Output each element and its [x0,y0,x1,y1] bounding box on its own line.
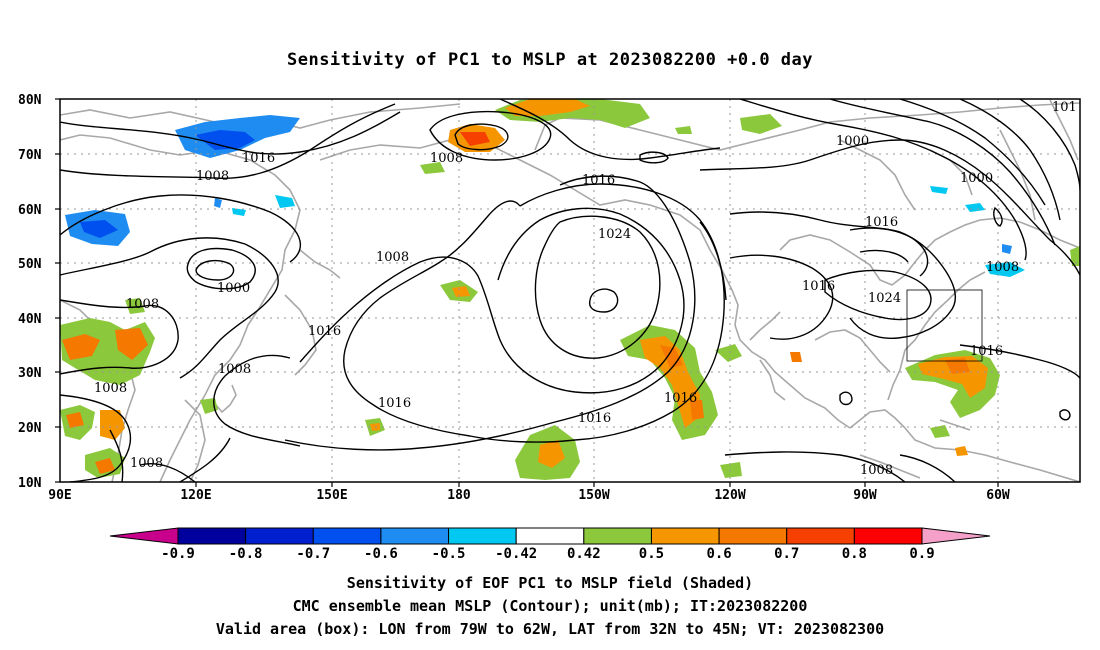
lon-label: 150W [578,488,609,503]
colorbar-swatch [312,527,382,545]
coastlines [60,99,1080,482]
contour-label: 1008 [430,151,463,166]
positive-sensitivity-shading [60,99,1080,480]
colorbar-swatch [583,527,652,545]
mslp-contours [60,99,1080,482]
contour-label: 1016 [582,173,615,188]
lon-label: 120E [180,488,211,503]
contour-label: 1008 [94,381,127,396]
colorbar-swatch [786,527,855,545]
negative-sensitivity-shading [65,115,1025,277]
contour-label: 1008 [196,169,229,184]
contour-label: 1024 [598,227,631,242]
valid-area-box [906,289,983,362]
lat-label: 80N [18,93,42,108]
contour-label: 1016 [970,344,1003,359]
caption-contour: CMC ensemble mean MSLP (Contour); unit(m… [292,597,808,615]
caption-valid-area: Valid area (box): LON from 79W to 62W, L… [215,620,885,638]
colorbar-tick-label: 0.8 [842,546,867,562]
colorbar-tick-label: -0.42 [495,546,537,562]
contour-label: 1008 [860,463,893,478]
colorbar-tick-label: 0.7 [774,546,799,562]
lat-label: 60N [18,203,42,218]
colorbar-extend-low [109,527,179,545]
colorbar-swatch [245,527,314,545]
colorbar-swatch [650,527,720,545]
contour-label: 1000 [960,171,993,186]
lon-label: 90W [853,488,877,503]
colorbar: -0.9 -0.8 -0.7 -0.6 -0.5 -0.42 0.42 0.5 0.6 0.7 0.… [109,527,991,562]
contour-label: 1016 [308,324,341,339]
contour-label: 1016 [802,279,835,294]
colorbar-tick-label: 0.6 [706,546,731,562]
lon-label: 150E [316,488,347,503]
colorbar-tick-label: -0.9 [161,546,195,562]
colorbar-swatch [448,527,517,545]
colorbar-extend-high [921,527,991,545]
colorbar-swatch [380,527,450,545]
contour-label: 101 [1052,100,1077,115]
contour-label: 1016 [664,391,697,406]
colorbar-swatch [853,527,923,545]
colorbar-tick-label: -0.6 [364,546,398,562]
colorbar-swatch [718,527,788,545]
lat-label: 20N [18,421,42,436]
lat-label: 30N [18,366,42,381]
contour-label: 1016 [865,215,898,230]
colorbar-swatch [515,527,585,545]
lon-label: 120W [714,488,745,503]
colorbar-tick-label: -0.8 [229,546,263,562]
lon-label: 60W [986,488,1010,503]
sensitivity-map: 1016 1008 1008 1016 1000 1016 1000 1016 … [18,93,1081,562]
colorbar-tick-label: 0.9 [909,546,934,562]
contour-label: 1008 [986,260,1019,275]
lat-label: 40N [18,312,42,327]
colorbar-swatch [177,527,247,545]
colorbar-tick-label: -0.7 [296,546,330,562]
caption-shading: Sensitivity of EOF PC1 to MSLP field (Sh… [346,574,754,592]
plot-frame [59,98,1081,483]
lon-label: 90E [48,488,71,503]
contour-label: 1008 [126,297,159,312]
contour-label: 1016 [578,411,611,426]
colorbar-tick-label: 0.5 [639,546,664,562]
lat-label: 10N [18,476,42,491]
lat-label: 70N [18,148,42,163]
contour-label: 1008 [376,250,409,265]
map-title: Sensitivity of PC1 to MSLP at 2023082200… [286,50,813,70]
contour-label: 1008 [218,362,251,377]
contour-label: 1016 [378,396,411,411]
colorbar-tick-label: -0.5 [432,546,466,562]
colorbar-tick-label: 0.42 [567,546,601,562]
contour-label: 1000 [217,281,250,296]
contour-label: 1016 [242,151,275,166]
lon-label: 180 [447,488,471,503]
contour-label: 1024 [868,291,901,306]
contour-label: 1008 [130,456,163,471]
lat-label: 50N [18,257,42,272]
contour-label: 1000 [836,134,869,149]
